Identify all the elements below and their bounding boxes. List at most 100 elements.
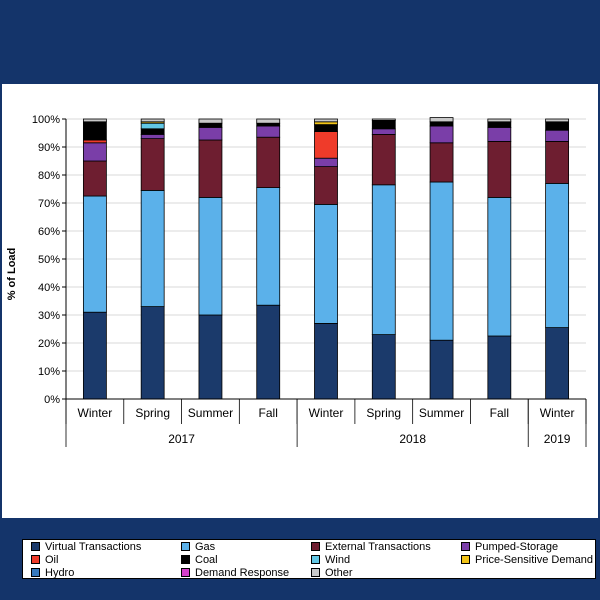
legend-swatch: [31, 542, 40, 551]
x-tick-label: Winter: [309, 406, 344, 420]
bar-segment: [487, 127, 512, 142]
bar-segment: [198, 127, 223, 141]
bar-segment: [256, 304, 281, 400]
legend-label: Hydro: [45, 566, 75, 579]
bar-segment: [545, 118, 570, 123]
bar-segment: [371, 134, 396, 186]
legend-label: Wind: [325, 553, 351, 566]
bar-segment: [371, 120, 396, 130]
bar-segment: [314, 118, 338, 123]
legend-swatch: [461, 555, 470, 564]
legend-label: External Transactions: [325, 540, 431, 553]
legend-item: Price-Sensitive Demand: [461, 553, 593, 566]
stacked-bar-chart: 0% 10% 20% 30% 40% 50% 60% 70% 80% 90% 100% Winter…: [6, 114, 587, 447]
legend-item: Pumped-Storage: [461, 540, 558, 553]
legend-label: Virtual Transactions: [45, 540, 142, 553]
legend-item: Gas: [181, 540, 215, 553]
bar-segment: [314, 124, 338, 132]
bar-segment: [314, 131, 338, 159]
legend-swatch: [311, 555, 320, 564]
bar-segment: [140, 190, 165, 307]
y-axis-label: % of Load: [6, 248, 18, 301]
legend-label: Pumped-Storage: [475, 540, 559, 553]
legend-swatch: [31, 568, 40, 577]
legend-swatch: [31, 555, 40, 564]
bar-segment: [140, 128, 165, 135]
legend-swatch: [461, 542, 470, 551]
x-tick-label: Summer: [419, 406, 464, 420]
bar-segment: [256, 118, 281, 124]
legend-item: Virtual Transactions: [31, 540, 141, 553]
bar-segment: [487, 118, 512, 123]
x-group-label: 2017: [168, 432, 195, 446]
legend-label: Other: [325, 566, 353, 579]
bar-segment: [314, 157, 338, 167]
bar-segment: [140, 118, 165, 123]
x-tick-label: Fall: [259, 406, 278, 420]
bar-segment: [371, 128, 396, 135]
bar-segment: [487, 141, 512, 198]
legend-swatch: [181, 568, 190, 577]
legend-label: Oil: [45, 553, 59, 566]
bar-segment: [314, 204, 338, 324]
bar-segment: [429, 117, 454, 123]
x-tick-label: Summer: [188, 406, 233, 420]
bar-segment: [545, 141, 570, 184]
bar-segment: [314, 322, 338, 400]
bar-segment: [198, 118, 223, 124]
bar-segment: [198, 139, 223, 198]
bar-segment: [198, 122, 223, 128]
bar-segment: [487, 335, 512, 400]
legend-swatch: [311, 568, 320, 577]
bar-segment: [82, 311, 107, 400]
y-tick-label: 10%: [38, 366, 60, 378]
bar-segment: [82, 139, 107, 144]
y-tick-label: 30%: [38, 310, 60, 322]
legend-label: Price-Sensitive Demand: [475, 553, 593, 566]
bar-segment: [371, 334, 396, 400]
legend-label: Demand Response: [195, 566, 290, 579]
x-tick-label: Fall: [490, 406, 509, 420]
x-group-label: 2018: [399, 432, 426, 446]
bar-segment: [256, 122, 281, 127]
bar-segment: [545, 129, 570, 142]
bar-segment: [429, 181, 454, 341]
x-group-label: 2019: [544, 432, 571, 446]
bar-segment: [198, 197, 223, 316]
legend: Virtual Transactions Gas External Transact…: [22, 539, 596, 579]
bar-segment: [429, 142, 454, 183]
bar-segment: [198, 314, 223, 400]
bar-segment: [256, 136, 281, 189]
bar-segment: [82, 195, 107, 313]
bars: [82, 117, 570, 400]
bar-segment: [314, 166, 338, 205]
y-tick-label: 40%: [38, 282, 60, 294]
x-category-labels: Winter Spring Summer Fall Winter Spring Summer…: [78, 406, 575, 420]
y-tick-label: 70%: [38, 198, 60, 210]
legend-item: Coal: [181, 553, 218, 566]
bar-segment: [256, 125, 281, 138]
axes: [62, 118, 587, 447]
legend-label: Coal: [195, 553, 218, 566]
bar-segment: [256, 187, 281, 306]
bar-segment: [140, 134, 165, 140]
legend-item: Other: [311, 566, 353, 579]
x-group-labels: 2017 2018 2019: [168, 432, 571, 446]
bar-segment: [140, 306, 165, 400]
y-tick-labels: 0% 10% 20% 30% 40% 50% 60% 70% 80% 90% 100%: [32, 114, 60, 406]
bar-segment: [429, 339, 454, 400]
bar-segment: [82, 118, 107, 123]
bar-segment: [545, 327, 570, 400]
bar-segment: [487, 121, 512, 128]
y-tick-label: 80%: [38, 170, 60, 182]
legend-label: Gas: [195, 540, 216, 553]
bar-segment: [82, 142, 107, 162]
y-tick-label: 100%: [32, 114, 60, 126]
legend-item: Wind: [311, 553, 350, 566]
bar-segment: [429, 125, 454, 144]
bar-segment: [140, 122, 165, 130]
legend-item: Demand Response: [181, 566, 289, 579]
bar-segment: [487, 197, 512, 337]
y-tick-label: 90%: [38, 142, 60, 154]
bar-segment: [545, 121, 570, 131]
